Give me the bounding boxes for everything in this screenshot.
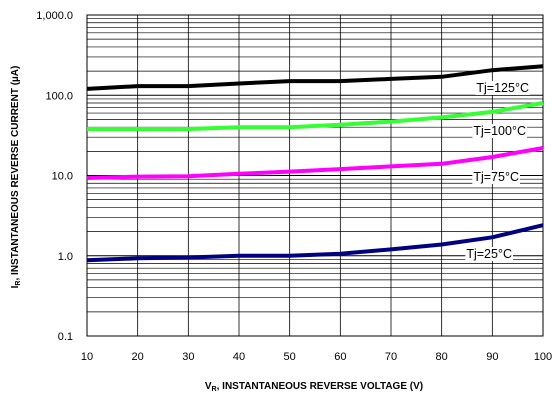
y-axis-ticks: 1,000.0 100.0 10.0 1.0 0.1	[36, 10, 73, 343]
y-tick-label: 1.0	[58, 251, 73, 263]
series-line	[87, 101, 544, 131]
x-tick-label: 80	[436, 351, 448, 363]
x-axis-label: VR, INSTANTANEOUS REVERSE VOLTAGE (V)	[205, 381, 423, 393]
series-labels: Tj=125°C Tj=100°C Tj=75°C Tj=25°C	[465, 81, 530, 261]
series-line	[86, 146, 544, 180]
y-axis-label: IR, INSTANTANEOUS REVERSE CURRENT (µA)	[10, 66, 22, 289]
y-tick-label: 100.0	[45, 90, 73, 102]
y-tick-label: 0.1	[58, 331, 73, 343]
series-label: Tj=25°C	[465, 247, 513, 261]
series-label: Tj=100°C	[472, 124, 527, 138]
plot-area	[86, 14, 544, 337]
x-tick-label: 40	[233, 351, 245, 363]
y-tick-label: 1,000.0	[36, 10, 73, 22]
x-tick-label: 10	[81, 351, 93, 363]
x-tick-label: 100	[534, 351, 552, 363]
x-tick-label: 90	[486, 351, 498, 363]
grid	[86, 15, 544, 337]
x-tick-label: 70	[385, 351, 397, 363]
series-layer	[86, 64, 544, 263]
series-label-text: Tj=25°C	[466, 247, 512, 261]
series-label-text: Tj=125°C	[476, 81, 529, 95]
series-label-text: Tj=75°C	[473, 170, 519, 184]
x-tick-label: 50	[284, 351, 296, 363]
series-line	[86, 223, 544, 263]
x-tick-label: 60	[334, 351, 346, 363]
series-line	[86, 64, 544, 91]
x-tick-label: 20	[132, 351, 144, 363]
x-axis-ticks: 10 20 30 40 50 60 70 80 90 100	[81, 351, 552, 363]
series-label: Tj=75°C	[472, 170, 520, 184]
y-tick-label: 10.0	[52, 171, 73, 183]
x-tick-label: 30	[182, 351, 194, 363]
series-label: Tj=125°C	[475, 81, 530, 95]
series-label-text: Tj=100°C	[473, 124, 526, 138]
